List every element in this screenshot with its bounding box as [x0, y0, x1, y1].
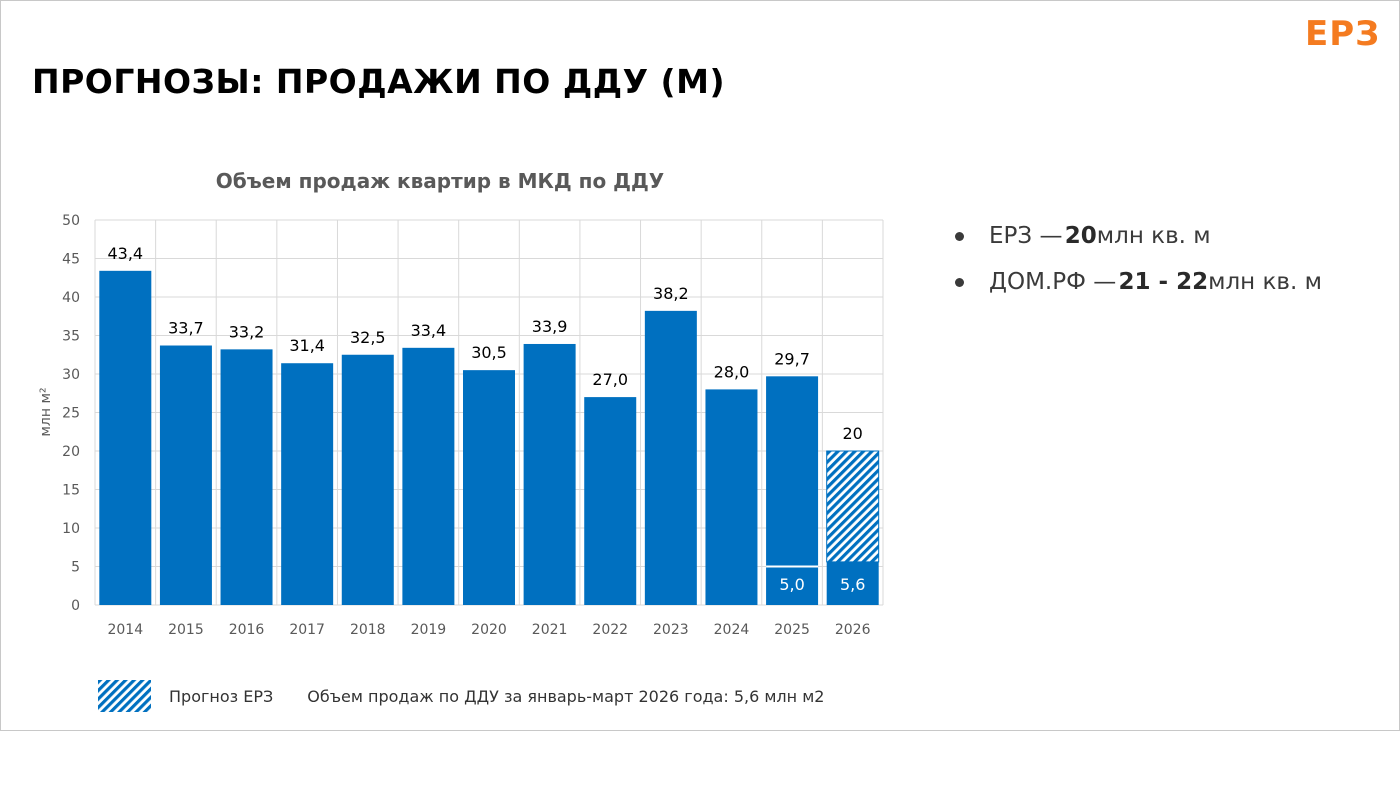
value-label-2026: 20: [843, 424, 863, 443]
y-tick-label: 35: [62, 329, 80, 345]
q1-label-2025: 5,0: [779, 575, 804, 594]
bar-2021: [523, 343, 576, 605]
y-tick-label: 45: [62, 252, 80, 268]
bar-q1-2026: [826, 561, 879, 605]
page-title: ПРОГНОЗЫ: ПРОДАЖИ ПО ДДУ (М): [32, 62, 726, 101]
x-tick-label: 2017: [289, 622, 325, 638]
bar-2024: [705, 389, 758, 605]
bullet-erz-suffix: млн кв. м: [1096, 223, 1211, 249]
value-label-2016: 33,2: [229, 322, 265, 341]
y-axis-label: млн м²: [38, 387, 54, 436]
y-tick-label: 30: [62, 367, 80, 383]
bullet-dot: [955, 277, 964, 287]
x-tick-label: 2022: [592, 622, 628, 638]
value-label-2017: 31,4: [289, 336, 325, 355]
bar-2022: [584, 397, 637, 605]
bullet-erz-prefix: ЕРЗ —: [989, 223, 1063, 249]
value-label-2019: 33,4: [411, 321, 447, 340]
bullet-domrf-prefix: ДОМ.РФ —: [989, 269, 1117, 295]
y-tick-label: 5: [71, 560, 80, 576]
erz-logo: ЕРЗ: [1305, 14, 1381, 54]
value-label-2024: 28,0: [714, 362, 750, 381]
y-tick-label: 0: [71, 598, 80, 614]
value-label-2014: 43,4: [107, 244, 143, 263]
value-label-2015: 33,7: [168, 319, 204, 338]
x-tick-label: 2026: [835, 622, 871, 638]
y-tick-label: 25: [62, 406, 80, 422]
bar-2018: [341, 354, 394, 605]
legend-note: Объем продаж по ДДУ за январь-март 2026 …: [307, 686, 825, 706]
value-label-2025: 29,7: [774, 349, 810, 368]
bar-2014: [99, 270, 152, 605]
bullet-dot: [955, 231, 964, 241]
bar-chart: Объем продаж квартир в МКД по ДДУ млн м²…: [38, 169, 884, 638]
x-tick-label: 2016: [229, 622, 265, 638]
value-label-2023: 38,2: [653, 284, 689, 303]
value-label-2021: 33,9: [532, 317, 568, 336]
x-tick-label: 2019: [411, 622, 447, 638]
y-tick-label: 10: [62, 521, 80, 537]
bullet-domrf: ДОМ.РФ — 21 - 22 млн кв. м: [952, 259, 1322, 305]
x-tick-label: 2024: [714, 622, 750, 638]
x-tick-label: 2015: [168, 622, 204, 638]
bar-forecast-2026: [826, 450, 880, 563]
bullet-domrf-suffix: млн кв. м: [1208, 269, 1322, 295]
x-tick-label: 2023: [653, 622, 689, 638]
bullet-domrf-value: 21 - 22: [1118, 269, 1209, 295]
value-label-2018: 32,5: [350, 328, 386, 347]
bar-2025: [766, 376, 819, 605]
bar-2019: [402, 347, 455, 605]
forecast-bullets: ЕРЗ — 20 млн кв. м ДОМ.РФ — 21 - 22 млн …: [952, 213, 1322, 305]
x-tick-label: 2025: [774, 622, 810, 638]
q1-label-2026: 5,6: [840, 575, 865, 594]
chart-title: Объем продаж квартир в МКД по ДДУ: [216, 169, 664, 193]
value-label-2022: 27,0: [592, 370, 628, 389]
y-tick-label: 50: [62, 213, 80, 229]
x-tick-label: 2021: [532, 622, 568, 638]
bar-2017: [281, 363, 334, 605]
x-tick-label: 2014: [107, 622, 143, 638]
forecast-hatch-swatch: [98, 680, 151, 712]
y-tick-label: 15: [62, 483, 80, 499]
x-tick-label: 2018: [350, 622, 386, 638]
y-tick-label: 20: [62, 444, 80, 460]
bullet-erz-value: 20: [1064, 223, 1097, 249]
bullet-erz: ЕРЗ — 20 млн кв. м: [952, 213, 1322, 259]
chart-legend: Прогноз ЕРЗ Объем продаж по ДДУ за январ…: [98, 680, 824, 712]
bar-2015: [159, 345, 212, 605]
value-label-2020: 30,5: [471, 343, 507, 362]
x-tick-label: 2020: [471, 622, 507, 638]
bar-2023: [644, 310, 697, 605]
bar-2020: [463, 370, 515, 605]
y-tick-label: 40: [62, 290, 80, 306]
legend-forecast-label: Прогноз ЕРЗ: [169, 686, 274, 706]
bar-2016: [220, 349, 273, 605]
